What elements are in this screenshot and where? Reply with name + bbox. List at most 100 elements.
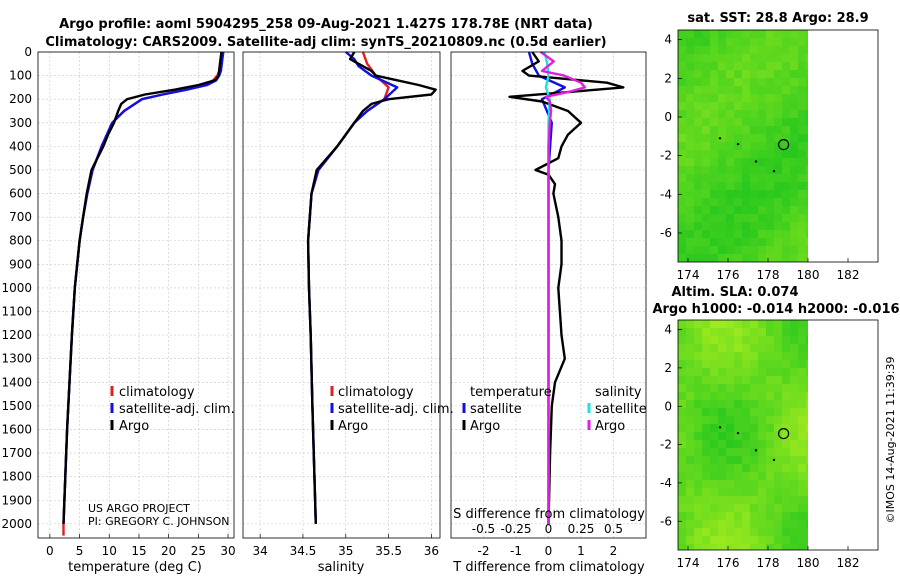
map-cell	[734, 126, 742, 134]
map-cell	[798, 328, 806, 336]
map-cell	[774, 320, 782, 328]
depth-tick-label: 1700	[1, 446, 32, 460]
map-cell	[718, 496, 726, 504]
map-cell	[766, 78, 774, 86]
map-cell	[782, 30, 790, 38]
map-cell	[726, 416, 734, 424]
map-cell	[766, 126, 774, 134]
map-y-tick-label: 0	[664, 399, 672, 413]
map-cell	[758, 360, 766, 368]
map-cell	[694, 336, 702, 344]
map-cell	[710, 70, 718, 78]
map-cell	[726, 78, 734, 86]
map-x-tick-label: 182	[837, 556, 860, 570]
map-cell	[718, 134, 726, 142]
map-cell	[742, 30, 750, 38]
map-cell	[774, 424, 782, 432]
map-cell	[766, 190, 774, 198]
map-cell	[766, 118, 774, 126]
map-cell	[710, 166, 718, 174]
map-cell	[718, 86, 726, 94]
map-cell	[702, 456, 710, 464]
map-cell	[798, 86, 806, 94]
map-cell	[686, 190, 694, 198]
map-cell	[686, 222, 694, 230]
map-cell	[782, 344, 790, 352]
depth-tick-label: 2000	[1, 517, 32, 531]
island-marker	[754, 160, 758, 163]
map-cell	[798, 46, 806, 54]
map-cell	[742, 118, 750, 126]
map-cell	[686, 336, 694, 344]
map-cell	[798, 416, 806, 424]
depth-tick-label: 700	[9, 210, 32, 224]
map-cell	[726, 424, 734, 432]
map-cell	[798, 536, 806, 544]
map-cell	[726, 488, 734, 496]
map-cell	[718, 408, 726, 416]
map-cell	[678, 384, 686, 392]
map-cell	[710, 214, 718, 222]
map-cell	[742, 352, 750, 360]
map-cell	[718, 376, 726, 384]
map-cell	[774, 150, 782, 158]
map-cell	[758, 158, 766, 166]
map-cell	[710, 448, 718, 456]
map-cell	[750, 336, 758, 344]
map-cell	[790, 254, 798, 262]
map-cell	[726, 480, 734, 488]
map-cell	[782, 254, 790, 262]
map-cell	[678, 464, 686, 472]
map-cell	[774, 472, 782, 480]
map-cell	[742, 166, 750, 174]
map-cell	[702, 78, 710, 86]
map-cell	[702, 472, 710, 480]
map-cell	[718, 142, 726, 150]
map-cell	[750, 86, 758, 94]
map-cell	[750, 238, 758, 246]
map-cell	[702, 110, 710, 118]
map-cell	[790, 392, 798, 400]
map-y-tick-label: -2	[660, 149, 672, 163]
map-cell	[806, 320, 808, 328]
map-cell	[694, 368, 702, 376]
map-cell	[702, 70, 710, 78]
depth-tick-label: 900	[9, 257, 32, 271]
map-cell	[806, 536, 808, 544]
map-cell	[750, 222, 758, 230]
salinity-xlabel: salinity	[318, 560, 365, 575]
map-cell	[806, 456, 808, 464]
map-cell	[798, 376, 806, 384]
map-cell	[790, 102, 798, 110]
map-cell	[798, 70, 806, 78]
map-cell	[678, 488, 686, 496]
map-cell	[750, 464, 758, 472]
map-cell	[742, 456, 750, 464]
map-cell	[702, 464, 710, 472]
map-cell	[758, 408, 766, 416]
map-cell	[686, 368, 694, 376]
map-cell	[766, 246, 774, 254]
map-cell	[790, 496, 798, 504]
x-tick-label: 36	[424, 544, 439, 558]
map-cell	[702, 344, 710, 352]
sst-map-title: sat. SST: 28.8 Argo: 28.9	[687, 11, 868, 26]
map-cell	[718, 384, 726, 392]
map-cell	[750, 134, 758, 142]
map-cell	[678, 512, 686, 520]
map-cell	[798, 222, 806, 230]
map-cell	[806, 512, 808, 520]
map-cell	[806, 94, 808, 102]
map-cell	[702, 174, 710, 182]
map-cell	[694, 488, 702, 496]
map-cell	[790, 352, 798, 360]
map-cell	[806, 520, 808, 528]
map-cell	[782, 86, 790, 94]
map-cell	[702, 400, 710, 408]
map-cell	[678, 118, 686, 126]
map-cell	[702, 536, 710, 544]
map-cell	[782, 142, 790, 150]
map-cell	[774, 352, 782, 360]
map-cell	[710, 520, 718, 528]
depth-tick-label: 500	[9, 163, 32, 177]
